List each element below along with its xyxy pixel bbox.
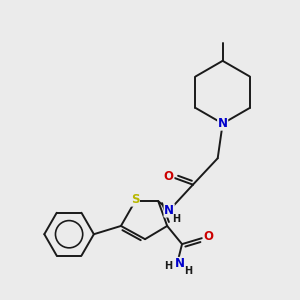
Text: O: O [164, 170, 174, 183]
Text: N: N [164, 204, 174, 217]
Text: H: H [172, 214, 181, 224]
Text: N: N [175, 257, 185, 270]
Text: N: N [218, 117, 228, 130]
Text: S: S [131, 193, 140, 206]
Text: H: H [184, 266, 193, 276]
Text: O: O [203, 230, 214, 243]
Text: H: H [164, 261, 172, 271]
